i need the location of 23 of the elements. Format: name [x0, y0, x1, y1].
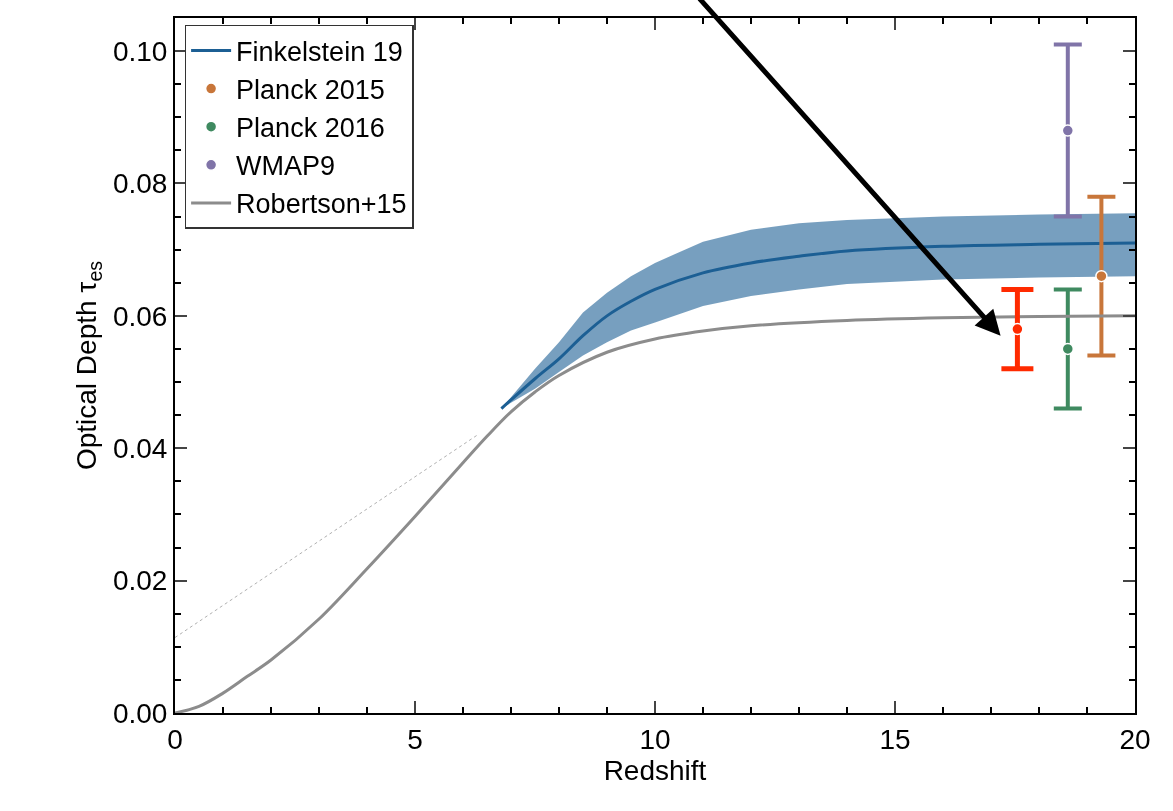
- point: [1011, 322, 1024, 336]
- x-tick-label: 15: [879, 723, 911, 755]
- y-tick-label: 0.08: [112, 168, 168, 200]
- point: [1095, 269, 1108, 283]
- y-tick-label: 0.00: [112, 697, 168, 729]
- legend-label: Robertson+15: [236, 189, 407, 220]
- x-tick-label: 10: [639, 723, 671, 755]
- legend-label: Planck 2016: [236, 113, 385, 144]
- x-tick-label: 0: [167, 723, 183, 755]
- point: [1061, 124, 1075, 137]
- y-tick-label: 0.02: [112, 565, 168, 597]
- line-series: [499, 241, 1135, 411]
- y-tick-label: 0.10: [112, 35, 168, 67]
- x-tick-label: 20: [1119, 723, 1151, 755]
- legend-label: Finkelstein 19: [236, 37, 403, 68]
- x-axis-title: Redshift: [603, 754, 707, 786]
- line-series: [175, 314, 1135, 713]
- legend-label: Planck 2015: [236, 75, 385, 106]
- x-tick-label: 5: [407, 723, 423, 755]
- y-tick-label: 0.06: [112, 300, 168, 332]
- y-tick-label: 0.04: [112, 433, 168, 465]
- point: [1061, 342, 1075, 356]
- legend-label: WMAP9: [236, 151, 336, 182]
